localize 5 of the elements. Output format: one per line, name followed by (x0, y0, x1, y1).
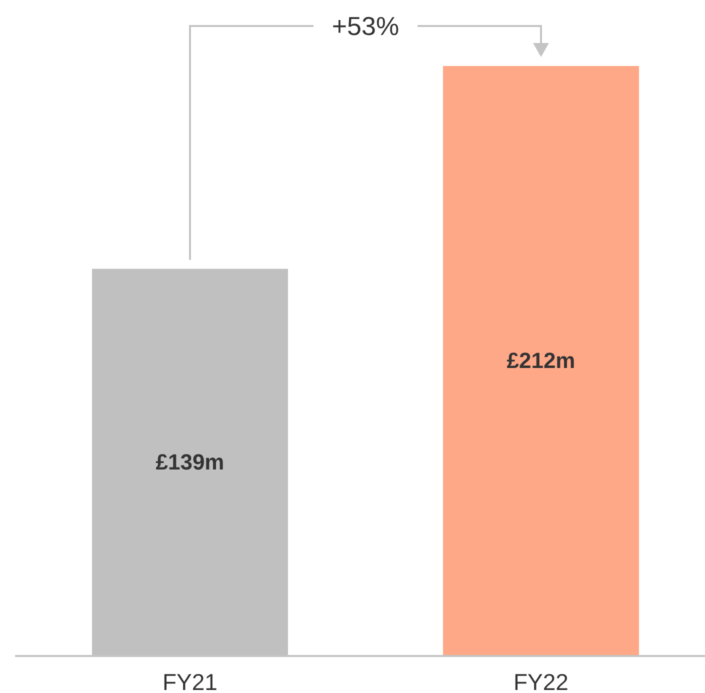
x-tick-label: FY21 (162, 669, 218, 693)
data-label: £212m (506, 348, 576, 374)
x-tick-label: FY22 (514, 669, 568, 693)
data-label: £139m (156, 450, 224, 475)
text: +53% (332, 11, 400, 41)
